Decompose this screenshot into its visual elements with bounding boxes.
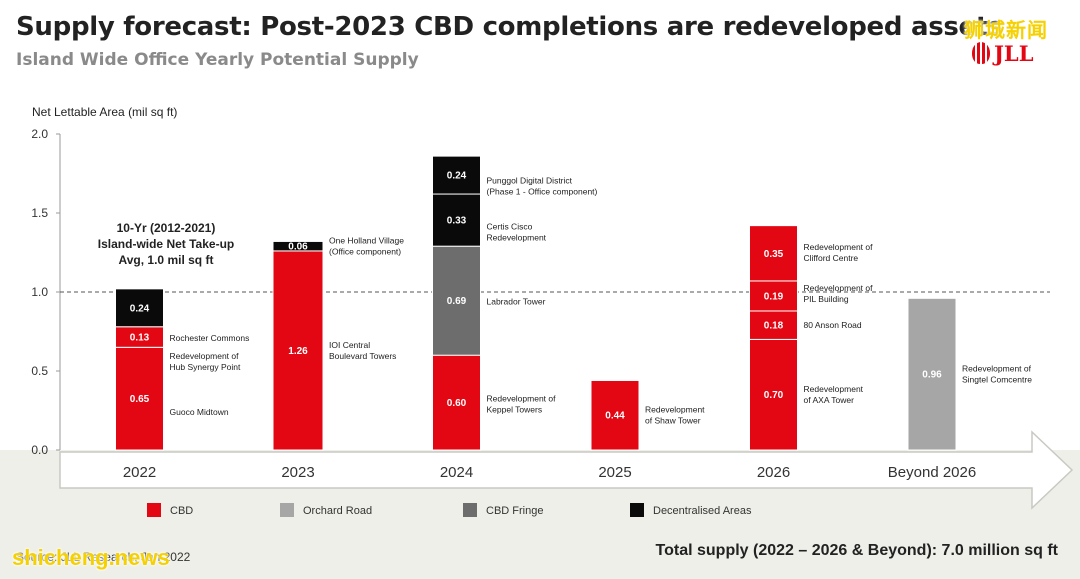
bar-annotation: Redevelopment of bbox=[487, 394, 557, 404]
bar-annotation: Punggol Digital District bbox=[487, 176, 573, 186]
bar-value-label: 0.65 bbox=[130, 394, 150, 405]
bar-segment bbox=[272, 250, 324, 451]
y-axis-label: Net Lettable Area (mil sq ft) bbox=[32, 105, 177, 119]
bar-value-label: 0.69 bbox=[447, 296, 467, 307]
y-tick-label: 2.0 bbox=[31, 127, 48, 141]
legend-label: Orchard Road bbox=[303, 505, 372, 517]
take-up-average-label: 10-Yr (2012-2021) bbox=[117, 221, 216, 235]
x-category-label: 2026 bbox=[757, 464, 790, 481]
source-note: Source: JLL Research, Jan 2022 bbox=[16, 550, 191, 564]
chart-subtitle: Island Wide Office Yearly Potential Supp… bbox=[16, 50, 419, 70]
bar-value-label: 0.19 bbox=[764, 291, 784, 302]
bar-annotation: Singtel Comcentre bbox=[962, 375, 1032, 385]
bar-annotation: Redevelopment bbox=[487, 232, 547, 242]
bar-segment bbox=[907, 297, 957, 451]
bar-annotation: Rochester Commons bbox=[170, 333, 250, 343]
legend-swatch bbox=[463, 503, 477, 517]
legend-swatch bbox=[280, 503, 294, 517]
bar-annotation: Redevelopment bbox=[645, 405, 705, 415]
bar-value-label: 0.18 bbox=[764, 321, 784, 332]
bar-segment bbox=[749, 280, 798, 312]
bar-value-label: 0.13 bbox=[130, 333, 150, 344]
bar-value-label: 1.26 bbox=[288, 346, 308, 357]
bar-annotation: of Shaw Tower bbox=[645, 416, 701, 426]
bar-annotation: Boulevard Towers bbox=[329, 351, 396, 361]
legend-label: CBD bbox=[170, 505, 193, 517]
bar-annotation: PIL Building bbox=[804, 294, 849, 304]
site-watermark-top: 狮城新闻 bbox=[964, 20, 1048, 42]
bar-value-label: 0.96 bbox=[922, 370, 942, 381]
chart-title: Supply forecast: Post-2023 CBD completio… bbox=[16, 12, 1004, 42]
legend-label: Decentralised Areas bbox=[653, 505, 752, 517]
site-watermark-bottom: shicheng.news bbox=[12, 545, 170, 570]
bar-value-label: 0.24 bbox=[130, 303, 150, 314]
bar-annotation: Certis Cisco bbox=[487, 221, 533, 231]
bar-segment bbox=[749, 225, 798, 282]
bar-annotation: Hub Synergy Point bbox=[170, 362, 242, 372]
take-up-average-label: Avg, 1.0 mil sq ft bbox=[119, 253, 214, 267]
bar-segment bbox=[749, 338, 798, 451]
bar-annotation: 80 Anson Road bbox=[804, 320, 862, 330]
bar-annotation: Labrador Tower bbox=[487, 296, 546, 306]
bar-segment bbox=[749, 310, 798, 340]
jll-logo-icon bbox=[972, 42, 990, 64]
bar-annotation: Redevelopment of bbox=[804, 242, 874, 252]
bar-annotation: One Holland Village bbox=[329, 236, 404, 246]
bar-annotation: Clifford Centre bbox=[804, 253, 859, 263]
bar-segment bbox=[432, 193, 481, 247]
jll-logo: JLL bbox=[972, 40, 1064, 66]
bar-annotation: Redevelopment bbox=[804, 384, 864, 394]
x-category-label: Beyond 2026 bbox=[888, 464, 976, 481]
total-supply-note: Total supply (2022 – 2026 & Beyond): 7.0… bbox=[655, 542, 1058, 559]
bar-annotation: Keppel Towers bbox=[487, 405, 543, 415]
bar-annotation: of AXA Tower bbox=[804, 395, 855, 405]
y-tick-label: 0.0 bbox=[31, 443, 48, 457]
x-category-label: 2022 bbox=[123, 464, 156, 481]
timeline-arrow bbox=[59, 430, 1074, 510]
bar-value-label: 0.70 bbox=[764, 390, 784, 401]
bar-segment bbox=[115, 346, 164, 451]
y-tick-label: 1.0 bbox=[31, 285, 48, 299]
x-category-label: 2023 bbox=[281, 464, 314, 481]
bar-value-label: 0.33 bbox=[447, 216, 467, 227]
y-tick-label: 0.5 bbox=[31, 364, 48, 378]
legend-swatch bbox=[147, 503, 161, 517]
jll-logo-text: JLL bbox=[994, 40, 1034, 66]
take-up-average-label: Island-wide Net Take-up bbox=[98, 237, 234, 251]
bar-value-label: 0.60 bbox=[447, 398, 467, 409]
bar-annotation: Redevelopment of bbox=[804, 283, 874, 293]
bar-segment bbox=[432, 245, 481, 356]
bar-value-label: 0.06 bbox=[288, 242, 308, 253]
y-tick-label: 1.5 bbox=[31, 206, 48, 220]
bar-segment bbox=[590, 379, 640, 451]
bar-annotation: Redevelopment of bbox=[170, 351, 240, 361]
legend-swatch bbox=[630, 503, 644, 517]
bar-segment bbox=[272, 240, 324, 252]
legend-label: CBD Fringe bbox=[486, 505, 543, 517]
bar-segment bbox=[432, 354, 481, 451]
bar-value-label: 0.44 bbox=[605, 411, 625, 422]
bar-annotation: Redevelopment of bbox=[962, 364, 1032, 374]
bar-annotation: (Office component) bbox=[329, 247, 401, 257]
bar-annotation: IOI Central bbox=[329, 340, 370, 350]
bar-value-label: 0.24 bbox=[447, 171, 467, 182]
bar-value-label: 0.35 bbox=[764, 249, 784, 260]
bar-segment bbox=[432, 155, 481, 195]
x-category-label: 2025 bbox=[598, 464, 631, 481]
bar-annotation: (Phase 1 - Office component) bbox=[487, 187, 598, 197]
bar-segment bbox=[115, 288, 164, 328]
x-category-label: 2024 bbox=[440, 464, 473, 481]
bar-annotation: Guoco Midtown bbox=[170, 407, 229, 417]
